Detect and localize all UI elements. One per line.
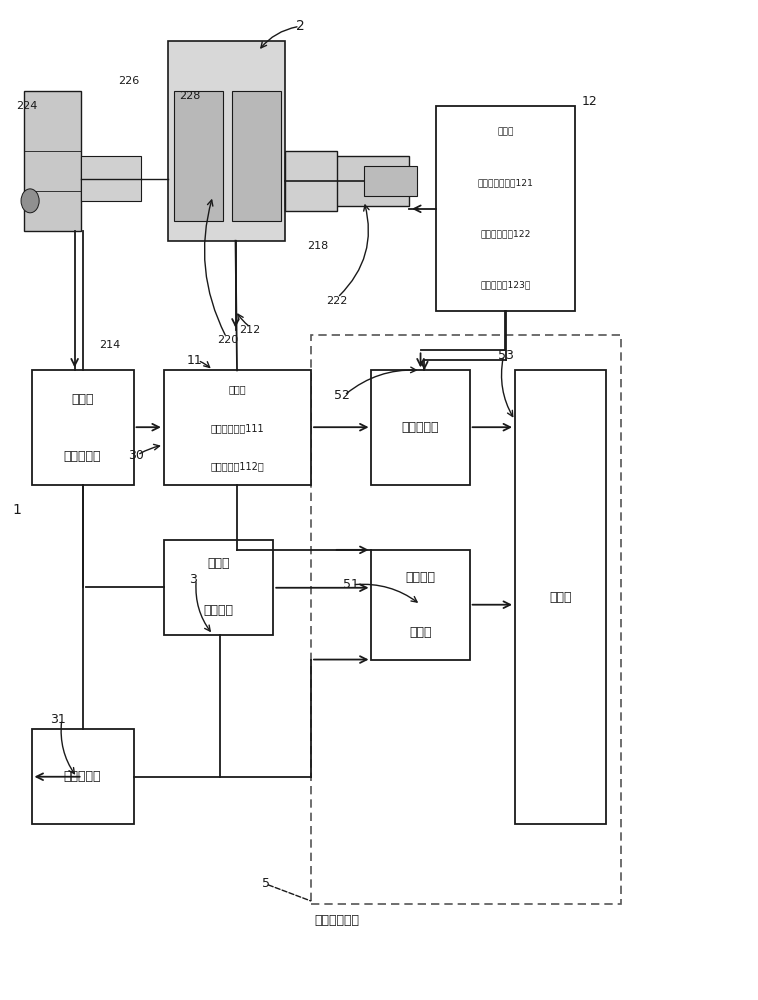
- Bar: [284, 156, 409, 206]
- Bar: [24, 91, 80, 231]
- Bar: [371, 550, 470, 660]
- Text: 5: 5: [262, 877, 270, 890]
- Text: （振动测定设备121: （振动测定设备121: [478, 178, 534, 187]
- Text: 53: 53: [498, 349, 514, 362]
- Bar: [32, 729, 133, 824]
- Text: （电流检测部111: （电流检测部111: [211, 423, 265, 433]
- Bar: [515, 370, 606, 824]
- Text: 状态观测部: 状态观测部: [402, 421, 440, 434]
- Text: 12: 12: [581, 95, 597, 108]
- Text: 212: 212: [240, 325, 261, 335]
- Text: 取得部: 取得部: [409, 626, 432, 639]
- Text: 振动检测设备122: 振动检测设备122: [481, 229, 531, 238]
- Bar: [32, 370, 133, 485]
- Text: 52: 52: [334, 389, 349, 402]
- Text: 2: 2: [296, 19, 305, 33]
- Text: 3: 3: [189, 573, 196, 586]
- Text: 222: 222: [326, 296, 347, 306]
- Text: 温度测定部123）: 温度测定部123）: [481, 280, 531, 289]
- Text: 11: 11: [186, 354, 202, 367]
- Bar: [371, 370, 470, 485]
- Text: 220: 220: [217, 335, 238, 345]
- Text: 51: 51: [343, 578, 359, 591]
- Text: 测定器: 测定器: [497, 127, 514, 136]
- Bar: [364, 166, 417, 196]
- Bar: [232, 91, 280, 221]
- Bar: [436, 106, 575, 311]
- Text: 控制装置: 控制装置: [203, 604, 233, 617]
- Text: 检测器: 检测器: [229, 384, 246, 394]
- Text: 驱动放大器: 驱动放大器: [64, 450, 102, 463]
- Text: 228: 228: [179, 91, 200, 101]
- Circle shape: [21, 189, 39, 213]
- Text: 电动机: 电动机: [71, 393, 94, 406]
- Text: 226: 226: [118, 76, 139, 86]
- Bar: [164, 540, 274, 635]
- Text: 学习部: 学习部: [549, 591, 572, 604]
- Text: 速度检测部112）: 速度检测部112）: [211, 461, 265, 471]
- Text: 电动机: 电动机: [207, 557, 230, 570]
- Bar: [174, 91, 223, 221]
- Bar: [311, 335, 621, 904]
- Text: 31: 31: [51, 713, 66, 726]
- Text: 30: 30: [128, 449, 144, 462]
- Text: 218: 218: [307, 241, 328, 251]
- Text: 机械学习装置: 机械学习装置: [315, 914, 360, 927]
- Text: 224: 224: [17, 101, 38, 111]
- Bar: [80, 156, 141, 201]
- Text: 判定数据: 判定数据: [406, 571, 436, 584]
- Text: 214: 214: [99, 340, 121, 350]
- Bar: [168, 41, 284, 241]
- Text: 故障判定部: 故障判定部: [64, 770, 102, 783]
- Text: 1: 1: [12, 503, 20, 517]
- Bar: [164, 370, 311, 485]
- Bar: [284, 151, 337, 211]
